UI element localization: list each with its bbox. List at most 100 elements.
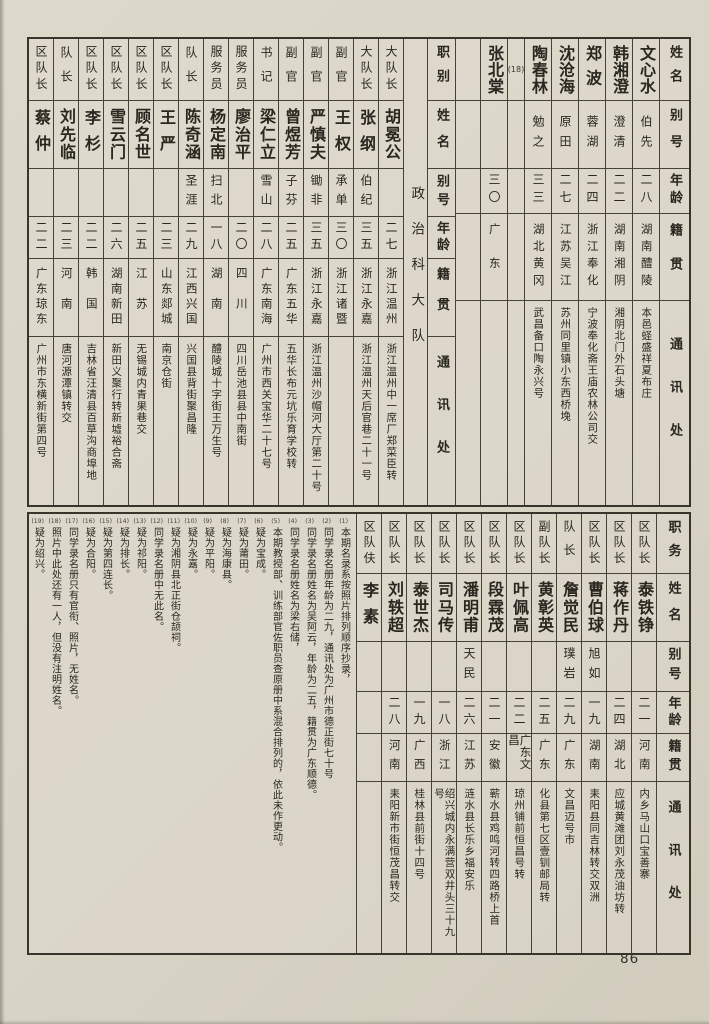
upper-roster-table: 区队长蔡仲二二广东琼东广州市东横新街第四号队长刘先临二三河南唐河源潭镇转交区队长… [27,37,691,507]
roster-column-段霖茂: 区队长段霖茂二一安徽蕲水县鸡鸣河转四路桥上首 [482,514,507,953]
roster-column-梁仁立: 书记梁仁立雪山二八广东南海广州市西关宝华二十七号 [254,39,279,505]
cell-name: 张纲 [354,101,378,169]
footnote-number: (19) [31,517,44,527]
cell-address: 唐河源潭镇转交 [54,337,78,501]
cell-origin: 湖南醴陵 [633,214,659,301]
cell-role: 服务员 [204,39,228,101]
footnote-text: 同学录名册姓名为吴阿云，年龄为二五，籍贯为广东顺德。 [305,527,315,947]
section-label-column: 政治科大队 [404,39,428,505]
cell-age: 三〇 [481,169,507,214]
cell-alias [482,642,506,692]
cell-age: 二六 [457,692,481,734]
cell-alias: 锄非 [304,169,328,217]
cell-role: 队长 [54,39,78,101]
roster-column-严慎夫: 副官严慎夫锄非三五浙江永嘉浙江温州沙帽河大厅第二十号 [304,39,329,505]
cell-origin: 韩国 [79,259,103,337]
roster-column-潘明甫: 区队长潘明甫天民二六江苏涟水县长乐乡福安乐 [457,514,482,953]
cell-address: 蕲水县鸡鸣河转四路桥上首 [482,782,506,947]
cell-address: 广州市东横新街第四号 [29,337,53,501]
cell-address: 本邑蛏盛祥夏布庄 [633,301,659,501]
cell-age: 二七 [552,169,578,214]
cell-role: 区队长 [457,514,481,574]
roster-column-郑波: 郑波蓉湖二四浙江奉化宁波奉化斋王庙农林公司交 [579,39,606,505]
cell-name: 潘明甫 [457,574,481,642]
cell-address: 浙江温州沙帽河大厅第二十号 [304,337,328,501]
cell-origin: 湖北 [607,734,631,782]
cell-name: 雪云门 [104,101,128,169]
roster-column-张纲: 大队长张纲伯纪三五浙江永嘉浙江温州天后官巷二十一号 [354,39,379,505]
roster-column-王严: 区队长王严二三山东郯城南京仓街 [154,39,179,505]
cell-address: 浙江温州天后官巷二十一号 [354,337,378,501]
cell-name: 蔡仲 [29,101,53,169]
roster-column-文心水: 文心水伯先二八湖南醴陵本邑蛏盛祥夏布庄 [633,39,660,505]
footnote-13: (13)疑为祁阳。 [131,517,148,947]
cell-name: 曾煜芳 [279,101,303,169]
cell-address: 琼州铺前恒昌号转 [507,782,531,947]
bottom-header-column: 职务姓名别号年龄籍贯通讯处 [657,514,689,953]
cell-address: 新田义聚行转新墟裕合斋 [104,337,128,501]
cell-name: 詹觉民 [557,574,581,642]
cell-age: 二八 [254,217,278,259]
cell-age: 二一 [482,692,506,734]
footnote-2: (2)同学录名册年龄为二九，通讯处为广州市德正街七十号 [318,517,335,947]
section-label: 政治科大队 [404,39,427,501]
cell-alias: 圣涯 [179,169,203,217]
cell-age: 二二 [79,217,103,259]
header-cell: 通讯处 [428,337,455,501]
cell-address: 醴陵城十字街王万生号 [204,337,228,501]
cell-address: 桂林县前街十四号 [407,782,431,947]
cell-name: 杨定南 [204,101,228,169]
roster-column-黄彰英: 副队长黄彰英二五广东化县第七区壹钏邮局转 [532,514,557,953]
footnote-text: 疑为第四连长。 [101,527,111,947]
cell-alias [632,642,656,692]
cell-address: 化县第七区壹钏邮局转 [532,782,556,947]
cell-age: 二五 [279,217,303,259]
footnote-number: (6) [254,517,263,527]
roster-column-张北棠: 张北棠三〇广东 [481,39,508,505]
cell-age: 二二 [507,692,531,734]
scan-bottom-edge-shadow [0,1020,709,1024]
cell-origin: 广东文昌 [507,734,531,782]
footnote-text: 同学录名册年龄为二九，通讯处为广州市德正街七十号 [322,527,332,947]
cell-alias [507,642,531,692]
footnote-number: (2) [322,517,331,527]
footnote-number: (18) [48,517,61,527]
roster-column-蒋作丹: 区队长蒋作丹二四湖北应城黄滩团刘永茂油坊转 [607,514,632,953]
cell-alias: 蓉湖 [579,101,605,169]
cell-address [357,782,381,947]
cell-alias [104,169,128,217]
footnote-18: (18)照片中此处还有一人，但没有注明姓名。 [46,517,63,947]
empty-cell [508,214,524,301]
cell-name: 郑波 [579,39,605,101]
scan-left-edge-shadow [0,0,5,1024]
roster-column-杨定南: 服务员杨定南扫北一八湖南醴陵城十字街王万生号 [204,39,229,505]
footnote-3: (3)同学录名册姓名为吴阿云，年龄为二五，籍贯为广东顺德。 [301,517,318,947]
footnote-text: 疑为排长。 [118,527,128,947]
empty-column [456,39,481,505]
footnote-19: (19)疑为绍兴。 [29,517,46,947]
roster-column-胡冕公: 大队长胡冕公二七浙江温州浙江温州中一席厂郑菜臣转 [379,39,404,505]
cell-role: 大队长 [379,39,403,101]
cell-alias [607,642,631,692]
footnote-16: (16)疑为合阳。 [80,517,97,947]
cell-origin: 浙江诸暨 [329,259,353,337]
cell-address: 耒阳县同吉林转交双洲 [582,782,606,947]
cell-role: 区队伕 [357,514,381,574]
cell-alias [154,169,178,217]
right-header-column: 姓名别号年龄籍贯通讯处 [660,39,689,505]
note-ref-column: (18) [508,39,525,505]
roster-column-刘轶超: 区队长刘轶超二八河南耒阳新市街恒茂昌转交 [382,514,407,953]
cell-age: 二二 [29,217,53,259]
footnote-14: (14)疑为排长。 [114,517,131,947]
cell-alias [407,642,431,692]
cell-address: 四川岳池县县中南街 [229,337,253,501]
cell-address: 南京仓街 [154,337,178,501]
footnote-number: (4) [288,517,297,527]
cell-role: 区队长 [507,514,531,574]
header-cell: 通讯处 [657,782,689,947]
cell-name: 刘先临 [54,101,78,169]
footnote-number: (15) [99,517,112,527]
cell-origin: 浙江奉化 [579,214,605,301]
cell-name: 严慎夫 [304,101,328,169]
cell-name: 文心水 [633,39,659,101]
